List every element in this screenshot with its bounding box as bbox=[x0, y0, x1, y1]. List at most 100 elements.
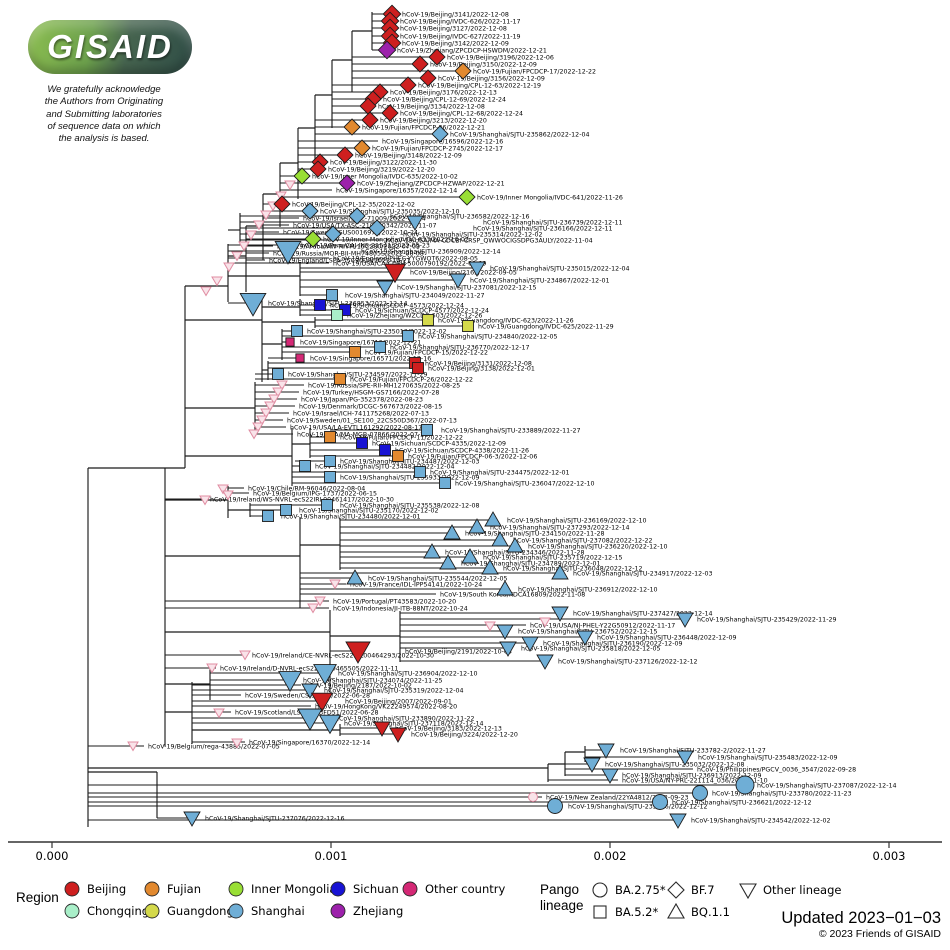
legend-region-swatch-icon bbox=[64, 903, 80, 919]
tip-label: hCoV-19/Shanghai/SJTU-234917/2022-12-03 bbox=[573, 570, 712, 577]
tip-label: hCoV-19/Shanghai/SJTU-235862/2022-12-04 bbox=[450, 131, 589, 138]
tip-label: hCoV-19/Sweden/01_SE100_22CS50D367/2022-… bbox=[287, 417, 457, 424]
tip-marker-d bbox=[304, 230, 322, 248]
tip-label: hCoV-19/Fujian/FPCDCP-2745/2022-12-17 bbox=[372, 145, 503, 152]
tip-label: hCoV-19/Beijing/3150/2022-12-09 bbox=[430, 61, 537, 68]
node-support-triangle-icon bbox=[245, 230, 257, 241]
node-support-triangle-icon bbox=[264, 401, 276, 412]
tip-label: hCoV-19/Shanghai/SJTU-235314/2022-12-02 bbox=[403, 231, 542, 238]
legend-pango-label: Other lineage bbox=[763, 883, 841, 897]
tip-label: hCoV-19/Shanghai/SJTU-234480/2022-12-01 bbox=[281, 513, 420, 520]
tip-marker-d bbox=[377, 40, 397, 60]
tip-marker-t bbox=[496, 580, 514, 596]
tip-label: hCoV-19/Beijing/IVDC-627/2022-11-19 bbox=[400, 33, 521, 40]
tip-marker-s bbox=[374, 341, 386, 353]
node-support-triangle-icon bbox=[222, 490, 234, 501]
legend-region-title: Region bbox=[16, 890, 59, 905]
tip-label: hCoV-19/Singapore/16357/2022-12-14 bbox=[336, 187, 457, 194]
legend-region-swatch-icon bbox=[402, 881, 418, 897]
tip-label: hCoV-19/Ireland/D-NVRL-ecS22IRL00465505/… bbox=[220, 665, 399, 672]
tip-marker-v bbox=[310, 692, 334, 713]
tip-label: hCoV-19/Shanghai/SJTU-237087/2022-12-14 bbox=[757, 782, 896, 789]
tip-marker-s bbox=[321, 499, 333, 511]
tip-label: hCoV-19/Russia/MOR-BII-MH74805S/2022-08-… bbox=[273, 250, 424, 257]
tip-marker-v bbox=[576, 630, 594, 646]
tip-marker-s bbox=[439, 477, 451, 489]
tip-label: hCoV-19/Shanghai/SJTU-235818/2022-12-05 bbox=[521, 645, 660, 652]
legend-region-swatch-icon bbox=[330, 903, 346, 919]
tip-label: hCoV-19/Beijing/3141/2022-12-08 bbox=[402, 11, 509, 18]
tip-marker-s bbox=[349, 346, 361, 358]
tip-label: hCoV-19/Shanghai/SJTU-233889/2022-11-27 bbox=[441, 427, 580, 434]
tip-label: hCoV-19/Beijing/3122/2022-11-30 bbox=[330, 159, 437, 166]
tip-marker-v bbox=[389, 727, 407, 743]
legend-region-label: Other country bbox=[425, 882, 505, 896]
tip-label: hCoV-19/Shanghai/SJTU-234346/2022-11-28 bbox=[445, 549, 584, 556]
tip-label: hCoV-19/Beijing/3131/2022-12-08 bbox=[425, 360, 532, 367]
tip-label: hCoV-19/Sichuan/SCDCP-4338/2022-11-26 bbox=[395, 447, 529, 454]
tip-marker-t bbox=[423, 543, 441, 559]
tip-marker-t bbox=[346, 569, 364, 585]
node-support-triangle-icon bbox=[223, 262, 235, 273]
tip-marker-s bbox=[326, 289, 338, 301]
tip-marker-v bbox=[274, 240, 302, 265]
tip-marker-t bbox=[481, 559, 499, 575]
tip-marker-t bbox=[461, 548, 479, 564]
tip-label: hCoV-19/Sichuan/SCDCP-4335/2022-12-09 bbox=[372, 440, 506, 447]
tip-label: hCoV-19/Beijing/IVDC-626/2022-11-17 bbox=[400, 18, 521, 25]
tip-label: hCoV-19/Beijing/CPL-12-63/2022-12-19 bbox=[418, 82, 541, 89]
tip-label: hCoV-19/Shanghai/SJTU-236582/2022-12-16 bbox=[390, 213, 529, 220]
tip-marker-s bbox=[324, 471, 336, 483]
legend-region-label: Zhejiang bbox=[353, 904, 403, 918]
tip-label: hCoV-19/Zhejiang/WZCDC-603/2022-12-26 bbox=[347, 312, 482, 319]
tip-marker-v bbox=[583, 757, 601, 773]
tip-label: hCoV-19/Beijing/2191/2022-10-03 bbox=[405, 648, 512, 655]
node-support-triangle-icon bbox=[231, 738, 243, 749]
tip-marker-v bbox=[376, 280, 394, 296]
acknowledgment-text: We gratefully acknowledge the Authors fr… bbox=[18, 84, 190, 146]
x-axis-tick-label: 0.001 bbox=[315, 849, 348, 863]
legend-region-swatch-icon bbox=[330, 881, 346, 897]
tip-label: hCoV-19/Shanghai/SJTU-235933/2022-12-09 bbox=[340, 474, 479, 481]
tip-label: hCoV-19/Shanghai/SJTU-236047/2022-12-10 bbox=[455, 480, 594, 487]
tip-marker-d bbox=[458, 188, 476, 206]
tip-marker-s bbox=[334, 373, 346, 385]
tip-label: hCoV-19/Shanghai/SJTU-235483/2022-12-09 bbox=[698, 754, 837, 761]
legend-region-swatch-icon bbox=[228, 881, 244, 897]
pango-title-line: Pango bbox=[540, 882, 580, 897]
tip-label: hCoV-19/Shanghai/SJTU-236912/2022-12-10 bbox=[518, 586, 657, 593]
node-support-triangle-icon bbox=[260, 408, 272, 419]
tip-label: hCoV-19/Shanghai/SJTU-237126/2022-12-12 bbox=[558, 658, 697, 665]
tip-label: hCoV-19/Shanghai/SJTU-235544/2022-12-05 bbox=[368, 575, 507, 582]
legend-region-label: Guangdong bbox=[167, 904, 234, 918]
tip-marker-c bbox=[652, 794, 668, 810]
tip-marker-s bbox=[299, 460, 311, 472]
tip-label: hCoV-19/HongKong/VK22249574/2022-08-20 bbox=[315, 703, 457, 710]
tip-label: hCoV-19/Shanghai/SJTU-234074/2022-11-25 bbox=[303, 677, 442, 684]
tip-marker-s bbox=[262, 510, 274, 522]
tip-label: hCoV-19/USA/CA-CDPH-5000790192/2022-09-0… bbox=[333, 260, 486, 267]
tip-marker-v bbox=[521, 636, 539, 652]
tip-label: hCoV-19/England/LSPA-35C90D8/2022-10-21 bbox=[269, 257, 411, 264]
tip-label: hCoV-19/Shanghai/SJTU-236739/2022-12-11 bbox=[483, 219, 622, 226]
tip-label: hCoV-19/USA/TX-ASC-210780342/2022-11-07 bbox=[293, 222, 436, 229]
tip-marker-v bbox=[297, 708, 323, 731]
node-support-triangle-icon bbox=[211, 276, 223, 287]
tip-label: hCoV-19/France/IDL-IPP54141/2022-10-24 bbox=[350, 581, 482, 588]
tip-label: hCoV-19/Ireland/WS-NVRL-ecS22IRL00461417… bbox=[210, 496, 394, 503]
tip-marker-s bbox=[421, 424, 433, 436]
tip-marker-d bbox=[301, 202, 319, 220]
node-support-triangle-icon bbox=[248, 429, 260, 440]
tip-label: hCoV-19/Shanghai/SJTU-236904/2022-12-10 bbox=[338, 670, 477, 677]
tip-label: hCoV-19/Shanghai/SJTU-236853/2022-12-14 bbox=[268, 300, 407, 307]
node-support-triangle-icon bbox=[307, 603, 319, 614]
tip-marker-s bbox=[412, 362, 424, 374]
tip-marker-d bbox=[324, 225, 342, 243]
tip-marker-t bbox=[484, 511, 502, 527]
tip-label: hCoV-19/Shanghai/SJTU-237082/2022-12-22 bbox=[513, 537, 652, 544]
tip-marker-t bbox=[491, 531, 509, 547]
tip-label: hCoV-19/Shanghai/SJTU-234542/2022-12-02 bbox=[691, 817, 830, 824]
tip-marker-d bbox=[336, 146, 354, 164]
tip-label: hCoV-19/Singapore/16571/2022-12-16 bbox=[310, 355, 431, 362]
tip-marker-v bbox=[278, 671, 302, 693]
